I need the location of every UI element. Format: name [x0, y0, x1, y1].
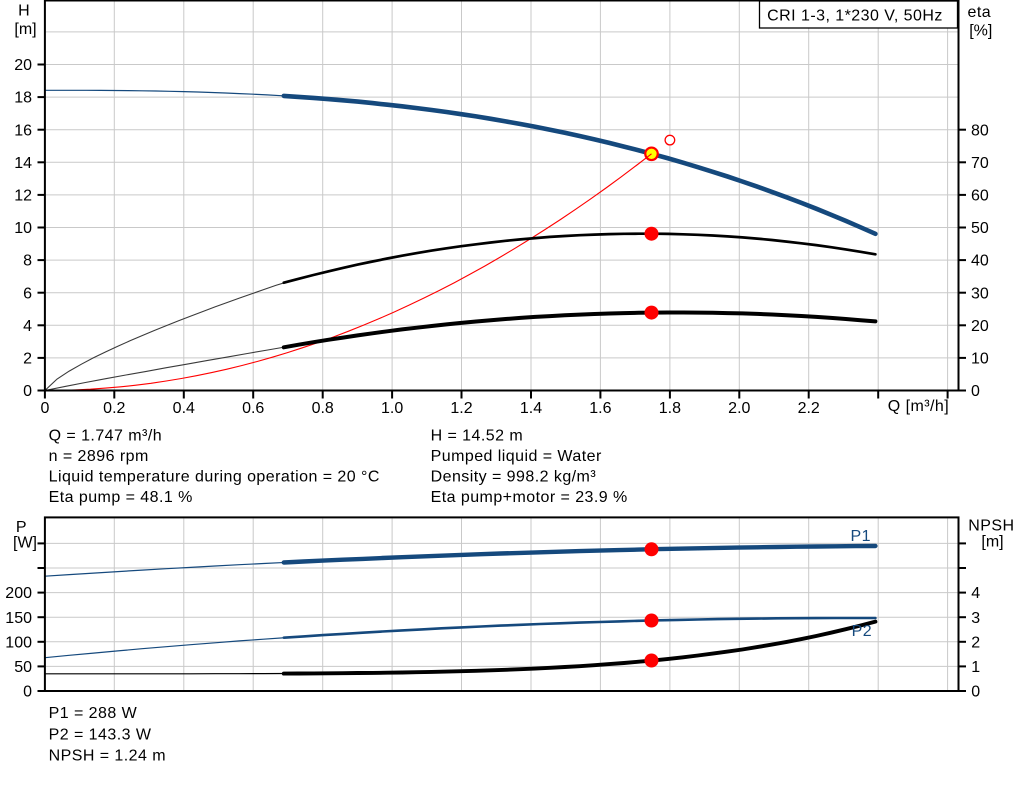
svg-text:0.6: 0.6 — [242, 400, 264, 417]
svg-text:150: 150 — [5, 610, 32, 627]
svg-text:[m]: [m] — [14, 21, 36, 38]
svg-text:20: 20 — [14, 57, 32, 74]
svg-text:10: 10 — [14, 220, 32, 237]
svg-text:0: 0 — [971, 383, 980, 400]
svg-text:16: 16 — [14, 122, 32, 139]
svg-text:2: 2 — [23, 351, 32, 368]
svg-text:[W]: [W] — [13, 535, 37, 552]
svg-text:H: H — [18, 3, 30, 20]
svg-text:Liquid temperature during oper: Liquid temperature during operation = 20… — [49, 469, 380, 486]
svg-text:0.2: 0.2 — [103, 400, 125, 417]
svg-text:50: 50 — [14, 659, 32, 676]
svg-text:14: 14 — [14, 155, 32, 172]
svg-text:Eta pump = 48.1 %: Eta pump = 48.1 % — [49, 489, 193, 506]
svg-text:0: 0 — [23, 383, 32, 400]
svg-text:30: 30 — [971, 285, 989, 302]
svg-text:H = 14.52 m: H = 14.52 m — [431, 427, 524, 444]
svg-text:1.8: 1.8 — [659, 400, 681, 417]
svg-text:P2: P2 — [852, 623, 872, 640]
svg-text:0: 0 — [23, 684, 32, 701]
svg-text:n = 2896 rpm: n = 2896 rpm — [49, 448, 149, 465]
svg-text:100: 100 — [5, 634, 32, 651]
svg-text:2: 2 — [971, 634, 980, 651]
svg-text:CRI 1-3, 1*230 V, 50Hz: CRI 1-3, 1*230 V, 50Hz — [767, 7, 943, 24]
svg-text:60: 60 — [971, 188, 989, 205]
svg-text:1.0: 1.0 — [381, 400, 403, 417]
svg-text:P1 = 288 W: P1 = 288 W — [49, 705, 138, 722]
svg-text:0.4: 0.4 — [173, 400, 195, 417]
svg-text:Density = 998.2 kg/m³: Density = 998.2 kg/m³ — [431, 469, 597, 486]
svg-text:10: 10 — [971, 351, 989, 368]
svg-text:Q = 1.747 m³/h: Q = 1.747 m³/h — [49, 427, 162, 444]
svg-text:8: 8 — [23, 253, 32, 270]
svg-text:[m]: [m] — [981, 533, 1003, 550]
svg-text:P2 = 143.3 W: P2 = 143.3 W — [49, 726, 152, 743]
svg-text:0.8: 0.8 — [312, 400, 334, 417]
svg-text:eta: eta — [968, 4, 992, 21]
svg-text:P: P — [16, 519, 27, 536]
svg-text:2.0: 2.0 — [728, 400, 750, 417]
svg-text:1: 1 — [971, 659, 980, 676]
svg-text:12: 12 — [14, 188, 32, 205]
svg-text:3: 3 — [971, 610, 980, 627]
svg-text:4: 4 — [23, 318, 32, 335]
svg-text:80: 80 — [971, 122, 989, 139]
svg-text:1.2: 1.2 — [450, 400, 472, 417]
svg-text:200: 200 — [5, 585, 32, 602]
svg-text:40: 40 — [971, 253, 989, 270]
svg-text:50: 50 — [971, 220, 989, 237]
svg-text:1.4: 1.4 — [520, 400, 542, 417]
svg-text:1.6: 1.6 — [589, 400, 611, 417]
svg-text:NPSH: NPSH — [968, 518, 1014, 535]
svg-text:0: 0 — [40, 400, 49, 417]
svg-text:NPSH = 1.24 m: NPSH = 1.24 m — [49, 748, 166, 765]
svg-text:P1: P1 — [851, 528, 871, 545]
svg-text:Pumped liquid = Water: Pumped liquid = Water — [431, 448, 602, 465]
svg-text:4: 4 — [971, 585, 980, 602]
svg-text:Eta pump+motor = 23.9 %: Eta pump+motor = 23.9 % — [431, 489, 628, 506]
svg-text:0: 0 — [971, 684, 980, 701]
svg-text:[%]: [%] — [969, 23, 992, 40]
svg-text:18: 18 — [14, 90, 32, 107]
svg-text:20: 20 — [971, 318, 989, 335]
svg-text:70: 70 — [971, 155, 989, 172]
svg-text:6: 6 — [23, 285, 32, 302]
svg-text:2.2: 2.2 — [798, 400, 820, 417]
svg-text:Q [m³/h]: Q [m³/h] — [888, 398, 949, 415]
